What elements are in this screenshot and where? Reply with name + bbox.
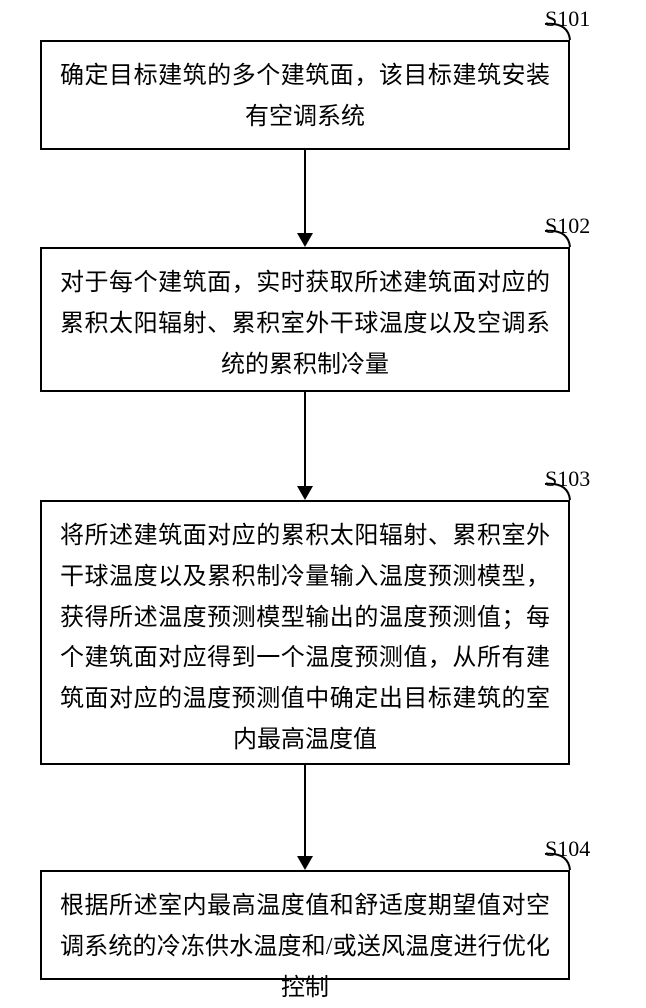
step-label-s102: S102 <box>545 213 590 239</box>
connector-s103-s104 <box>304 765 306 856</box>
step-box-s104: 根据所述室内最高温度值和舒适度期望值对空调系统的冷冻供水温度和/或送风温度进行优… <box>40 870 570 980</box>
step-label-s103: S103 <box>545 466 590 492</box>
step-box-s102: 对于每个建筑面，实时获取所述建筑面对应的累积太阳辐射、累积室外干球温度以及空调系… <box>40 247 570 392</box>
step-label-s104: S104 <box>545 836 590 862</box>
arrow-head-s104-icon <box>297 856 313 870</box>
step-text-s101: 确定目标建筑的多个建筑面，该目标建筑安装有空调系统 <box>60 63 550 130</box>
arrow-head-s102-icon <box>297 233 313 247</box>
step-text-s102: 对于每个建筑面，实时获取所述建筑面对应的累积太阳辐射、累积室外干球温度以及空调系… <box>60 270 550 378</box>
step-box-s101: 确定目标建筑的多个建筑面，该目标建筑安装有空调系统 <box>40 40 570 150</box>
flowchart-container: 确定目标建筑的多个建筑面，该目标建筑安装有空调系统 S101 对于每个建筑面，实… <box>0 0 646 1000</box>
step-text-s103: 将所述建筑面对应的累积太阳辐射、累积室外干球温度以及累积制冷量输入温度预测模型，… <box>60 523 550 753</box>
step-box-s103: 将所述建筑面对应的累积太阳辐射、累积室外干球温度以及累积制冷量输入温度预测模型，… <box>40 500 570 765</box>
connector-s102-s103 <box>304 392 306 486</box>
step-label-s101: S101 <box>545 6 590 32</box>
step-text-s104: 根据所述室内最高温度值和舒适度期望值对空调系统的冷冻供水温度和/或送风温度进行优… <box>60 893 550 1001</box>
arrow-head-s103-icon <box>297 486 313 500</box>
connector-s101-s102 <box>304 150 306 233</box>
